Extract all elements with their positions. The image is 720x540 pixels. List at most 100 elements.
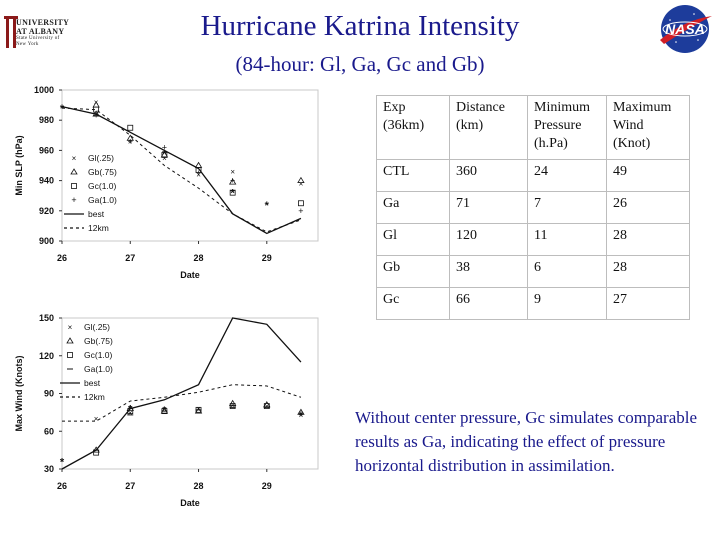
table-cell: Gl [376,223,450,256]
data-point-gl25: × [299,411,304,420]
table-cell: Gc [376,287,450,320]
table-header-cell: Exp (36km) [376,95,450,160]
legend-entry: Gc(1.0) [88,181,117,191]
nasa-logo: NASA [654,2,716,56]
table-row: Gb 38 6 28 [376,255,690,288]
table-row: Gc 66 9 27 [376,287,690,320]
page-title: Hurricane Katrina Intensity [200,10,520,42]
data-point-gl25: × [162,154,167,163]
y-tick-label: 920 [39,206,54,216]
results-table: Exp (36km) Distance (km) Minimum Pressur… [376,95,690,320]
y-axis-label: Max Wind (Knots) [14,356,24,432]
data-point-ga10: + [298,206,303,216]
data-point-ga10: + [128,136,133,146]
data-point-gb75 [126,134,134,141]
nasa-logo-text: NASA [665,21,705,37]
y-tick-label: 120 [39,351,54,361]
data-point-gl25: × [196,171,201,180]
legend-marker [66,337,74,344]
table-cell: 26 [606,191,690,224]
data-point-ga10: + [196,168,201,178]
data-point-gl25: × [94,415,99,424]
table-cell: 28 [606,255,690,288]
table-row: CTL 360 24 49 [376,159,690,192]
x-tick-label: 26 [57,253,67,263]
x-axis-label: Date [180,498,200,508]
data-point-gc10 [161,152,168,158]
data-point-gc10 [127,124,134,131]
table-header-cell: Maximum Wind (Knot) [606,95,690,160]
x-tick-label: 28 [194,481,204,491]
ualbany-line2: AT ALBANY [16,27,65,36]
table-cell: 120 [449,223,528,256]
legend-entry: Ga(1.0) [88,195,117,205]
y-tick-label: 900 [39,236,54,246]
conclusion-note: Without center pressure, Gc simulates co… [355,408,698,475]
star-annotation: * [162,405,167,417]
ualbany-logo: UNIVERSITY AT ALBANY State University of… [4,14,69,54]
legend-entry: best [88,209,105,219]
star-annotation: * [265,200,270,212]
data-point-gc10 [229,403,236,409]
legend-entry: Gc(1.0) [84,350,113,360]
data-point-gb75 [297,408,305,415]
table-header-cell: Minimum Pressure (h.Pa) [527,95,607,160]
legend-marker: × [72,154,77,163]
data-point-gl25: × [128,408,133,417]
star-annotation: * [60,456,65,468]
ualbany-line3: State University of New York [16,36,60,47]
table-cell: 11 [527,223,607,256]
table-cell: 38 [449,255,528,288]
y-tick-label: 980 [39,115,54,125]
y-tick-label: 60 [44,426,54,436]
data-point-gb75 [160,151,169,158]
y-tick-label: 1000 [34,85,54,95]
page-subtitle: (84-hour: Gl, Ga, Gc and Gb) [235,52,485,76]
series-line-12km [62,384,302,422]
y-tick-label: 940 [39,176,54,186]
data-point-gb75 [228,178,237,185]
table-cell: 28 [606,223,690,256]
star-annotation: * [299,410,304,422]
legend-entry: Gb(.75) [84,336,113,346]
data-point-gl25: × [128,137,133,146]
table-cell: 9 [527,287,607,320]
data-point-ga10: + [94,111,99,121]
legend-marker: + [71,195,76,205]
data-point-gl25: × [299,180,304,189]
table-cell: 24 [527,159,607,192]
table-cell: 27 [606,287,690,320]
data-point-ga10: + [162,142,167,152]
x-tick-label: 29 [262,481,272,491]
table-cell: 360 [449,159,528,192]
legend-entry: Gl(.25) [88,153,114,163]
data-point-gl25: × [230,168,235,177]
data-point-gb75 [194,407,203,414]
x-axis-label: Date [180,270,200,280]
star-annotation: * [128,404,133,416]
table-cell: 49 [606,159,690,192]
charts-area: 900 920 940 960 980 1000 26 27 28 29 Date Min SLP (… [14,85,319,508]
legend-entry: 12km [88,223,109,233]
legend-entry: best [84,378,101,388]
legend-marker [71,183,77,189]
plot-frame [61,89,319,242]
table-cell: Ga [376,191,450,224]
star-annotation: * [231,188,236,200]
x-tick-label: 28 [194,253,204,263]
table-cell: 6 [527,255,607,288]
data-point-gc10 [263,403,270,409]
table-cell: CTL [376,159,450,192]
table-header-row: Exp (36km) Distance (km) Minimum Pressur… [376,95,690,160]
series-line-best [61,317,302,470]
x-tick-label: 29 [262,253,272,263]
y-tick-label: 150 [39,313,54,323]
table-row: Gl 120 11 28 [376,223,690,256]
y-tick-label: 30 [44,464,54,474]
x-tick-label: 26 [57,481,67,491]
data-point-gc10 [195,167,202,173]
star-annotation: * [162,148,167,160]
data-point-gb75 [297,176,305,183]
star-annotation: * [60,103,65,115]
nasa-meatball-icon: NASA [660,5,712,53]
